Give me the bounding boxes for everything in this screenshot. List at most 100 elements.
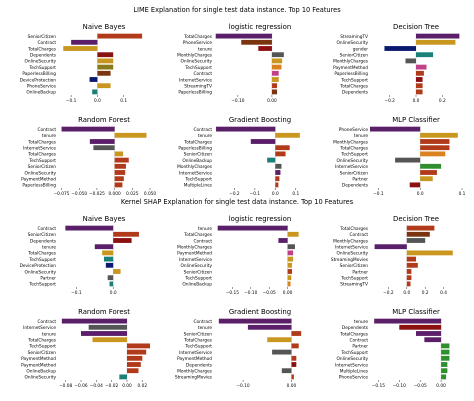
x-tick-label: 0.00: [283, 290, 293, 296]
bar: [287, 281, 291, 287]
category-label: TotalCharges: [183, 232, 212, 238]
bar: [114, 176, 124, 182]
category-label: InternetService: [335, 362, 368, 368]
category-label: Contract: [194, 319, 213, 325]
bar: [420, 132, 458, 138]
category-label: OnlineSecurity: [180, 59, 212, 65]
bar: [97, 70, 111, 76]
category-label: TotalCharges: [183, 34, 212, 40]
x-tick-label: −0.10: [393, 383, 406, 389]
chart-panel: Naive Bayes SeniorCitizenContractTotalCha…: [20, 23, 143, 104]
bar: [424, 337, 442, 343]
category-label: SeniorCitizen: [340, 263, 369, 269]
x-tick-label: 0.2: [439, 98, 446, 104]
bar: [399, 324, 442, 330]
bar: [406, 281, 411, 287]
bar: [92, 337, 127, 343]
x-tick-label: −0.075: [54, 191, 70, 197]
category-label: OnlineSecurity: [336, 356, 368, 362]
category-label: MonthlyCharges: [333, 59, 369, 65]
bar: [258, 46, 272, 51]
category-label: gender: [353, 46, 368, 52]
category-label: TechSupport: [184, 177, 212, 183]
bar: [287, 231, 299, 237]
category-label: PhoneService: [339, 375, 369, 381]
category-label: tenure: [354, 319, 368, 325]
category-label: StreamingMovies: [331, 257, 369, 263]
category-label: InternetService: [179, 170, 212, 176]
category-label: SeniorCitizen: [184, 331, 213, 337]
bar: [287, 244, 295, 250]
x-tick-label: 0.1: [292, 191, 299, 197]
category-label: Partner: [352, 344, 368, 350]
bar: [291, 343, 299, 349]
category-label: tenure: [42, 331, 56, 337]
bar: [114, 151, 124, 157]
x-tick-label: −0.05: [414, 383, 427, 389]
category-label: OnlineSecurity: [336, 158, 368, 164]
category-label: Dependents: [342, 325, 369, 331]
bar: [416, 70, 424, 76]
bar: [287, 256, 294, 262]
bar: [88, 324, 127, 330]
x-tick-label: 0.2: [422, 290, 429, 296]
category-label: tenure: [198, 325, 212, 331]
category-label: SeniorCitizen: [28, 350, 57, 356]
bar: [102, 250, 114, 256]
x-tick-label: 0.025: [126, 191, 139, 197]
shap-section-title: Kernel SHAP Explanation for single test …: [121, 198, 354, 206]
category-label: TechSupport: [28, 344, 56, 350]
bar: [94, 244, 114, 250]
bar: [97, 64, 114, 70]
x-tick-label: −0.15: [226, 290, 239, 296]
chart-panel: logistic regression TotalChargesPhoneServ…: [177, 23, 291, 104]
category-label: SeniorCitizen: [340, 170, 369, 176]
bar: [291, 374, 294, 380]
chart-panel: logistic regression tenureTotalChargesCon…: [177, 215, 299, 296]
bar: [271, 58, 283, 64]
x-tick-label: 0.00: [267, 98, 277, 104]
category-label: OnlineBackup: [26, 369, 56, 375]
bar: [271, 52, 284, 58]
bar: [271, 89, 278, 95]
category-label: MultipleLines: [184, 183, 213, 189]
x-tick-label: −0.04: [90, 383, 103, 389]
category-label: TechSupport: [28, 158, 56, 164]
category-label: tenure: [198, 46, 212, 52]
bar: [275, 170, 281, 175]
category-label: MonthlyCharges: [177, 53, 213, 59]
x-tick-label: −0.10: [244, 290, 257, 296]
category-label: MonthlyCharges: [177, 245, 213, 251]
bar: [71, 39, 98, 45]
category-label: TechSupport: [184, 65, 212, 71]
category-label: TechSupport: [28, 282, 56, 288]
x-tick-label: −0.1: [250, 191, 261, 197]
panel-title: Naive Bayes: [83, 215, 126, 223]
category-label: Contract: [38, 40, 57, 46]
category-label: PaymentMethod: [21, 356, 56, 362]
chart-panel: Naive Bayes ContractSeniorCitizenDependen…: [20, 215, 139, 296]
bar: [218, 318, 292, 324]
category-label: InternetService: [23, 325, 56, 331]
bar: [291, 331, 302, 336]
bar: [441, 355, 450, 361]
x-tick-label: −0.2: [229, 191, 240, 197]
bar: [93, 145, 115, 151]
x-tick-label: −0.025: [89, 191, 105, 197]
category-label: Partner: [352, 269, 368, 275]
bar: [63, 46, 98, 51]
category-label: TechSupport: [184, 344, 212, 350]
x-tick-label: 0.0: [413, 98, 420, 104]
bar: [405, 58, 416, 64]
category-label: TechSupport: [28, 257, 56, 263]
category-label: tenure: [42, 245, 56, 251]
bar: [215, 33, 272, 39]
category-label: OnlineBackup: [26, 90, 56, 96]
bar: [420, 145, 450, 151]
bar: [416, 89, 423, 95]
category-label: InternetService: [335, 245, 368, 251]
bar: [406, 231, 430, 237]
bar: [97, 52, 114, 58]
category-label: StreamingMovies: [175, 375, 213, 381]
